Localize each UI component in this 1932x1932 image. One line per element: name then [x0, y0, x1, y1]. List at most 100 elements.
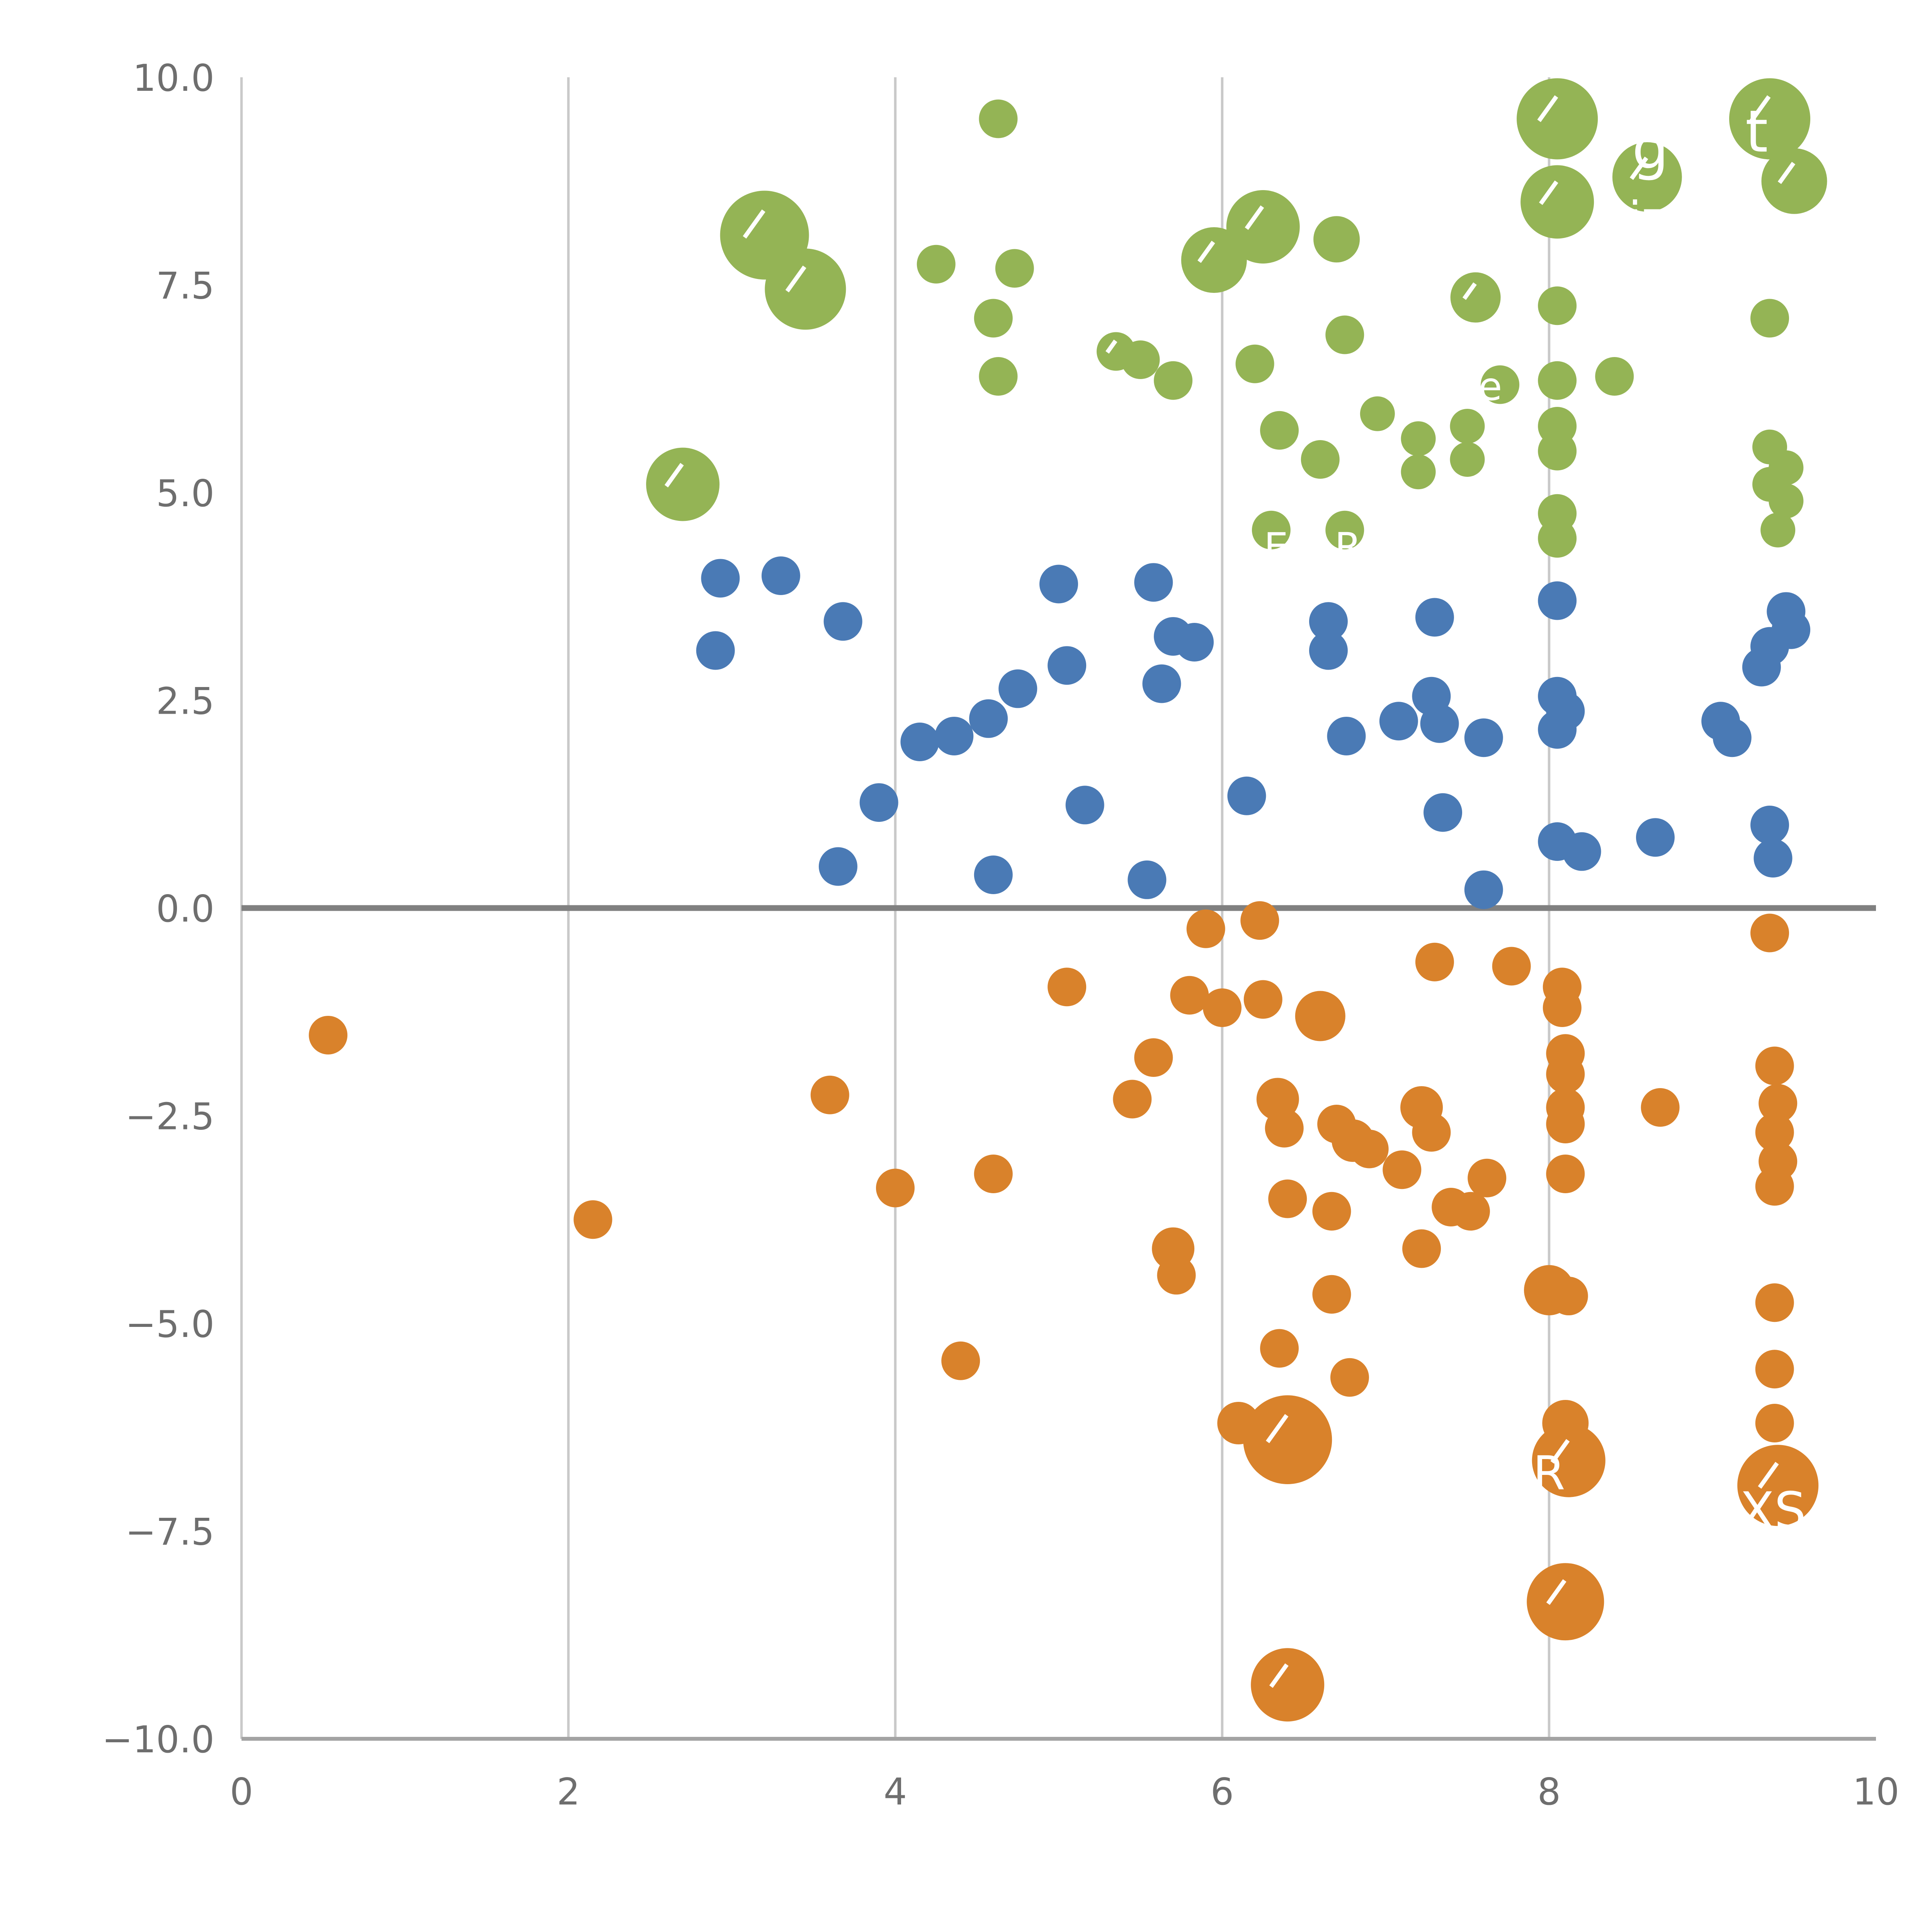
data-point-orange — [1134, 1038, 1173, 1077]
data-point-orange — [1549, 1277, 1588, 1316]
bubble-label: t — [1745, 98, 1768, 165]
bubble-slash — [1750, 95, 1771, 122]
data-point-orange — [1113, 1080, 1152, 1119]
data-point-orange — [1737, 1445, 1819, 1526]
bubble-label: R — [1335, 524, 1361, 570]
bubble-label: iz — [1629, 192, 1666, 246]
bubble-slash — [1550, 1439, 1570, 1464]
data-point-blue — [1742, 648, 1781, 687]
data-point-blue — [998, 669, 1037, 708]
data-point-blue — [900, 723, 939, 761]
data-point-blue — [1142, 664, 1181, 703]
data-point-blue — [1175, 623, 1214, 662]
data-point-blue — [761, 556, 800, 595]
data-point-orange — [1243, 980, 1282, 1019]
data-point-green — [1450, 272, 1501, 323]
data-point-orange — [1759, 1084, 1798, 1123]
data-point-blue — [974, 855, 1013, 894]
data-point-orange — [1641, 1088, 1680, 1127]
data-point-green — [1325, 315, 1364, 354]
data-point-orange — [1546, 1055, 1585, 1094]
data-point-orange — [1755, 1283, 1794, 1322]
x-tick-label: 8 — [1537, 1771, 1561, 1813]
y-tick-label: −5.0 — [125, 1303, 214, 1346]
data-point-orange — [1170, 976, 1209, 1015]
data-point-blue — [701, 559, 740, 598]
data-point-orange — [1750, 913, 1789, 952]
data-point-orange — [1260, 1329, 1299, 1368]
data-point-orange — [1251, 1648, 1325, 1722]
bubble-label: E — [1264, 524, 1288, 570]
y-tick-label: 0.0 — [156, 888, 214, 930]
bubble-slash — [1539, 180, 1558, 205]
data-point-blue — [823, 602, 862, 641]
data-point-blue — [935, 716, 974, 755]
data-point-orange — [1755, 1404, 1794, 1442]
data-point-green — [979, 99, 1018, 138]
data-point-green — [1761, 148, 1827, 214]
data-point-green — [1154, 361, 1193, 400]
x-tick-label: 2 — [557, 1771, 580, 1813]
data-point-blue — [1227, 776, 1266, 815]
data-point-blue — [1713, 718, 1752, 757]
data-point-orange — [1265, 1109, 1304, 1148]
data-point-green — [646, 447, 720, 521]
data-point-orange — [1203, 988, 1242, 1027]
data-point-orange — [1755, 1046, 1794, 1085]
data-point-green — [1313, 216, 1360, 263]
data-point-orange — [1451, 1192, 1490, 1231]
data-point-blue — [1048, 646, 1087, 685]
data-point-green — [1121, 340, 1160, 379]
y-tick-label: −10.0 — [102, 1719, 214, 1761]
data-point-orange — [1543, 988, 1582, 1027]
data-point-green — [1760, 512, 1796, 548]
data-point-orange — [573, 1200, 612, 1239]
bubble-slash — [664, 463, 684, 488]
data-point-green — [1612, 142, 1682, 212]
data-point-green — [1401, 454, 1436, 490]
bubble-label: g — [1632, 115, 1669, 182]
data-point-orange — [1546, 1105, 1585, 1143]
data-point-green — [1517, 78, 1598, 160]
data-point-blue — [1538, 581, 1577, 620]
bubble-slash — [1245, 205, 1264, 230]
data-point-green — [1360, 396, 1395, 431]
data-point-green — [1538, 519, 1577, 558]
data-point-orange — [1546, 1155, 1585, 1193]
data-point-blue — [1753, 839, 1793, 878]
y-tick-label: 10.0 — [133, 57, 214, 100]
data-point-blue — [969, 699, 1008, 738]
data-point-orange — [1532, 1423, 1605, 1497]
data-point-orange — [1295, 991, 1345, 1041]
data-point-orange — [309, 1015, 348, 1054]
data-point-blue — [1379, 702, 1418, 741]
y-tick-label: −7.5 — [125, 1511, 214, 1554]
data-point-orange — [1312, 1192, 1351, 1231]
data-point-blue — [1134, 563, 1173, 602]
data-point-orange — [941, 1341, 980, 1380]
data-point-orange — [1402, 1229, 1441, 1268]
data-point-blue — [1039, 565, 1078, 604]
data-point-orange — [876, 1168, 915, 1208]
data-point-blue — [1327, 716, 1366, 755]
data-point-orange — [1240, 901, 1279, 940]
data-point-green — [1252, 510, 1291, 549]
data-point-orange — [1350, 1129, 1389, 1168]
data-point-green — [1481, 365, 1520, 404]
data-point-green — [1260, 411, 1299, 450]
data-point-blue — [1636, 818, 1675, 857]
data-point-orange — [1243, 1395, 1332, 1484]
data-point-orange — [1312, 1275, 1351, 1314]
data-point-blue — [1562, 832, 1601, 871]
data-point-green — [995, 249, 1034, 288]
data-point-green — [1401, 421, 1436, 456]
data-point-green — [1538, 432, 1577, 471]
data-point-blue — [1309, 631, 1348, 670]
bubble-slash — [1758, 1462, 1779, 1489]
data-point-green — [1769, 483, 1804, 519]
data-point-blue — [1420, 704, 1459, 743]
data-point-green — [1538, 286, 1577, 325]
bubble-slash — [743, 209, 765, 239]
data-point-blue — [818, 847, 857, 886]
